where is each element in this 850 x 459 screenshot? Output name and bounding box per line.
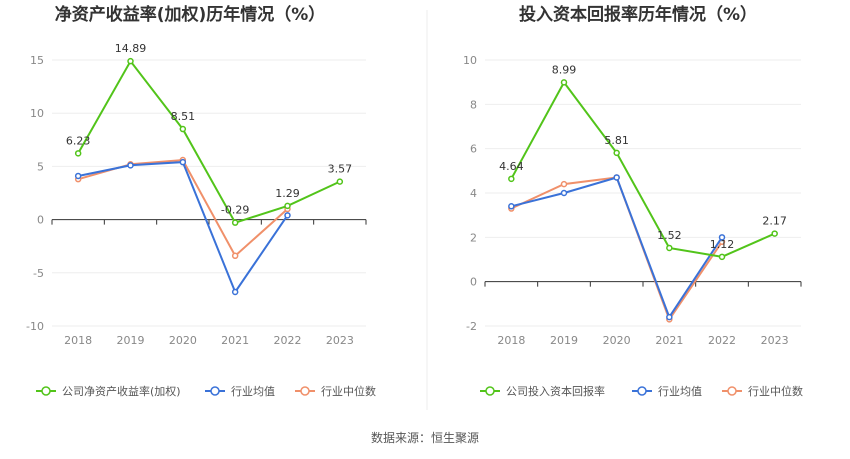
data-point[interactable] <box>231 288 239 296</box>
legend-label[interactable]: 行业中位数 <box>321 384 376 398</box>
data-label: 3.57 <box>328 163 353 176</box>
data-point[interactable] <box>231 252 239 260</box>
data-point[interactable] <box>560 189 568 197</box>
data-point[interactable] <box>508 203 515 210</box>
data-point[interactable] <box>666 244 673 252</box>
legend-label[interactable]: 公司投入资本回报率 <box>506 384 605 398</box>
data-label: 2.17 <box>762 215 787 228</box>
legend-label[interactable]: 行业均值 <box>231 385 275 398</box>
x-tick-label: 2019 <box>117 334 145 347</box>
legend-marker[interactable] <box>300 386 310 396</box>
y-tick-label: 6 <box>470 143 477 156</box>
data-label: 1.29 <box>275 187 300 200</box>
data-label: 5.81 <box>604 134 629 147</box>
legend-marker[interactable] <box>41 386 51 396</box>
y-tick-label: -10 <box>26 320 44 333</box>
x-tick-label: 2018 <box>64 334 92 347</box>
series-line-2 <box>77 158 289 258</box>
x-tick-label: 2021 <box>655 334 683 347</box>
data-label: 4.64 <box>499 160 524 173</box>
series-line-0 <box>77 59 341 224</box>
data-point[interactable] <box>613 149 620 157</box>
data-point[interactable] <box>718 253 726 261</box>
data-point[interactable] <box>74 150 82 157</box>
y-tick-label: 0 <box>37 214 44 227</box>
data-point[interactable] <box>718 234 726 241</box>
x-tick-label: 2020 <box>169 334 197 347</box>
data-point[interactable] <box>666 313 673 321</box>
legend-label[interactable]: 行业均值 <box>658 385 702 398</box>
data-point[interactable] <box>127 162 134 169</box>
y-tick-label: -5 <box>33 267 44 280</box>
data-label: 8.51 <box>171 110 196 123</box>
y-tick-label: 2 <box>470 231 477 244</box>
data-point[interactable] <box>508 175 515 183</box>
data-point[interactable] <box>336 178 344 185</box>
data-point[interactable] <box>560 180 568 188</box>
data-label: 1.12 <box>710 238 735 251</box>
chart-title-1: 投入资本回报率历年情况（%） <box>519 4 757 25</box>
data-label: -0.29 <box>221 204 249 217</box>
y-tick-label: 0 <box>470 276 477 289</box>
x-tick-label: 2022 <box>274 334 302 347</box>
data-label: 6.23 <box>66 134 91 147</box>
x-tick-label: 2019 <box>550 334 578 347</box>
x-tick-label: 2023 <box>761 334 789 347</box>
y-tick-label: 5 <box>37 160 44 173</box>
y-tick-label: 8 <box>470 98 477 111</box>
legend-marker[interactable] <box>727 386 737 396</box>
y-tick-label: 15 <box>30 54 44 67</box>
data-label: 1.52 <box>657 229 682 242</box>
data-point[interactable] <box>284 202 291 210</box>
series-line-0 <box>510 80 776 258</box>
data-point[interactable] <box>560 79 568 86</box>
y-tick-label: -2 <box>466 320 477 333</box>
legend-marker[interactable] <box>210 386 220 396</box>
data-point[interactable] <box>231 219 239 226</box>
data-point[interactable] <box>284 212 291 219</box>
x-tick-label: 2023 <box>326 334 354 347</box>
data-label: 8.99 <box>552 63 577 76</box>
data-point[interactable] <box>613 174 620 181</box>
legend-label[interactable]: 行业中位数 <box>748 384 803 398</box>
series-line-1 <box>511 176 723 320</box>
data-point[interactable] <box>771 230 778 237</box>
data-point[interactable] <box>127 57 134 65</box>
chart-title-0: 净资产收益率(加权)历年情况（%） <box>55 4 326 25</box>
source-text: 数据来源：恒生聚源 <box>371 430 479 445</box>
y-tick-label: 4 <box>470 187 477 200</box>
y-tick-label: 10 <box>463 54 477 67</box>
x-tick-label: 2021 <box>221 334 249 347</box>
data-point[interactable] <box>74 172 82 180</box>
data-point[interactable] <box>179 158 187 166</box>
x-tick-label: 2018 <box>497 334 525 347</box>
legend-marker[interactable] <box>485 386 495 396</box>
data-label: 14.89 <box>115 42 147 55</box>
data-point[interactable] <box>179 125 187 133</box>
y-tick-label: 10 <box>30 107 44 120</box>
x-tick-label: 2022 <box>708 334 736 347</box>
legend-marker[interactable] <box>637 386 647 396</box>
legend-label[interactable]: 公司净资产收益率(加权) <box>62 384 181 398</box>
x-tick-label: 2020 <box>603 334 631 347</box>
